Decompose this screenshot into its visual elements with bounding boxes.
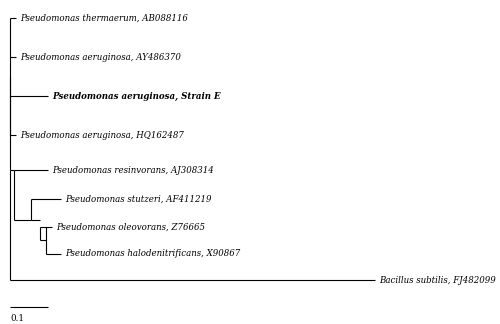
Text: Pseudomonas aeruginosa, AY486370: Pseudomonas aeruginosa, AY486370 [20,52,182,62]
Text: Pseudomonas aeruginosa, Strain E: Pseudomonas aeruginosa, Strain E [52,92,221,101]
Text: Pseudomonas aeruginosa, HQ162487: Pseudomonas aeruginosa, HQ162487 [20,131,184,140]
Text: Pseudomonas thermaerum, AB088116: Pseudomonas thermaerum, AB088116 [20,14,188,23]
Text: Pseudomonas resinvorans, AJ308314: Pseudomonas resinvorans, AJ308314 [52,166,214,175]
Text: 0.1: 0.1 [10,314,24,323]
Text: Pseudomonas halodenitrificans, X90867: Pseudomonas halodenitrificans, X90867 [65,249,240,258]
Text: Pseudomonas oleovorans, Z76665: Pseudomonas oleovorans, Z76665 [56,223,206,232]
Text: Bacillus subtilis, FJ482099: Bacillus subtilis, FJ482099 [379,276,496,285]
Text: Pseudomonas stutzeri, AF411219: Pseudomonas stutzeri, AF411219 [65,195,212,204]
